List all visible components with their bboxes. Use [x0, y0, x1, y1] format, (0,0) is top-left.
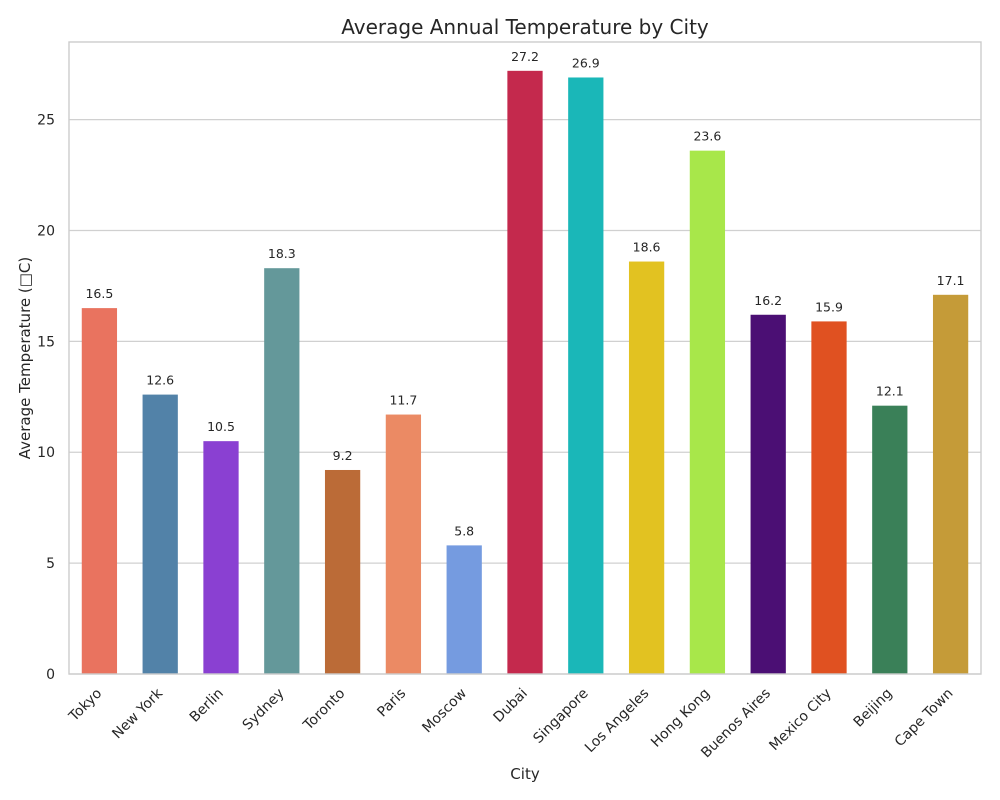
data-label: 26.9 — [572, 55, 600, 70]
bar — [264, 268, 300, 674]
x-tick-label: Paris — [374, 686, 409, 721]
bar — [750, 314, 786, 674]
bar — [324, 469, 361, 674]
bars — [81, 70, 969, 675]
data-label: 18.3 — [268, 246, 296, 261]
y-axis-ticks: 0 5 10 15 20 25 — [37, 113, 55, 683]
x-tick-label: Toronto — [300, 686, 349, 735]
x-axis-ticks: Tokyo New York Berlin Sydney Toronto Paris Mos… — [65, 685, 956, 761]
x-tick-label: Beijing — [851, 686, 896, 731]
data-labels: 16.5 12.6 10.5 18.3 9.2 11.7 5.8 27.2 26.9 18.6 23… — [85, 49, 964, 539]
bar — [81, 308, 118, 674]
y-tick-label: 15 — [37, 334, 55, 350]
plot-frame — [68, 41, 982, 675]
bar — [446, 545, 482, 674]
bar — [932, 294, 969, 674]
y-axis-label: Average Temperature (□C) — [16, 257, 34, 460]
x-tick-label: Sydney — [240, 686, 288, 734]
data-label: 16.2 — [754, 293, 782, 308]
bar — [628, 261, 665, 674]
x-tick-label: Los Angeles — [582, 686, 652, 756]
bar — [203, 441, 239, 674]
data-label: 5.8 — [454, 523, 474, 538]
y-tick-label: 0 — [46, 667, 55, 683]
x-tick-label: Cape Town — [892, 686, 957, 751]
data-label: 15.9 — [815, 299, 843, 314]
data-label: 11.7 — [389, 393, 417, 408]
x-tick-label: Mexico City — [766, 686, 834, 754]
bar — [385, 414, 422, 674]
data-label: 17.1 — [937, 273, 965, 288]
data-label: 18.6 — [633, 240, 661, 255]
y-tick-label: 10 — [37, 445, 55, 461]
x-tick-label: Dubai — [491, 686, 531, 726]
x-tick-label: Berlin — [187, 686, 227, 726]
x-tick-label: New York — [109, 685, 166, 742]
bar — [568, 77, 604, 674]
bar — [507, 70, 543, 675]
x-tick-label: Moscow — [419, 686, 470, 737]
data-label: 10.5 — [207, 419, 235, 434]
bar — [689, 150, 726, 674]
data-label: 16.5 — [85, 286, 113, 301]
chart-title: Average Annual Temperature by City — [341, 15, 709, 39]
data-label: 9.2 — [333, 448, 353, 463]
x-axis-label: City — [510, 765, 540, 783]
data-label: 27.2 — [511, 49, 539, 64]
y-tick-label: 20 — [37, 223, 55, 239]
data-label: 12.6 — [146, 373, 174, 388]
x-tick-label: Tokyo — [65, 686, 105, 726]
y-tick-label: 25 — [37, 113, 55, 129]
y-tick-label: 5 — [46, 556, 55, 572]
data-label: 12.1 — [876, 384, 904, 399]
x-tick-label: Hong Kong — [648, 686, 713, 751]
data-label: 23.6 — [693, 129, 721, 144]
bar — [142, 394, 178, 674]
x-tick-label: Singapore — [530, 686, 591, 747]
bar — [872, 405, 908, 674]
bar — [811, 321, 847, 674]
